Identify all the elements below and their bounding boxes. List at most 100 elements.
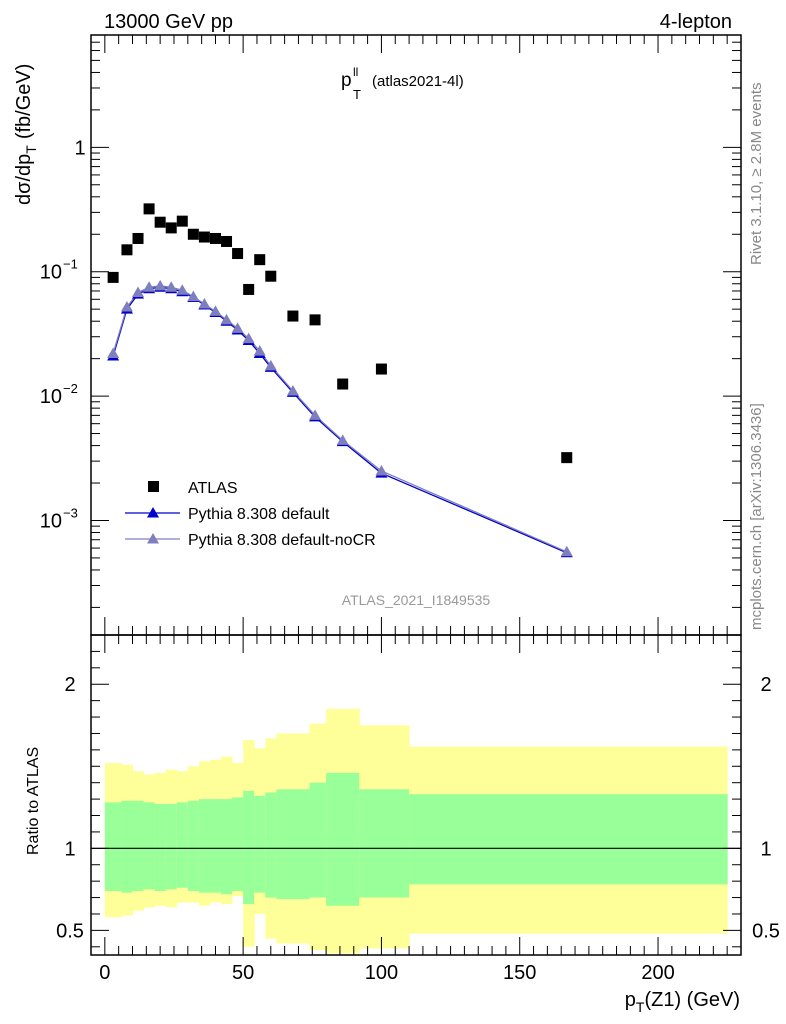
series-line-default-nocr [112,285,568,553]
ratio-band-inner [132,800,145,891]
series-point-default-nocr [165,281,178,292]
legend-marker-atlas [148,481,159,492]
series-point-atlas [232,248,244,260]
series-point-default-nocr [220,313,233,325]
legend-marker-default-nocr [147,533,159,544]
ratio-band-inner [165,804,178,890]
series-point-atlas [337,378,349,390]
main-y-axis-label: dσ/dpT (fb/GeV) [13,64,39,205]
series-point-atlas [143,203,155,215]
series-point-atlas [121,244,133,256]
x-axis-label-sub: T [636,999,645,1015]
series-point-atlas [243,283,255,295]
series-point-default-nocr [231,322,244,333]
series-point-atlas [209,232,221,244]
ratio-band-inner [276,789,311,900]
series-line-default [112,286,568,554]
series-point-default-nocr [198,298,211,309]
ratio-band-inner [154,804,167,891]
series-point-atlas [375,363,387,375]
mcplots-reference-label: mcplots.cern.ch [arXiv:1306.3436] [748,403,765,630]
series-point-default-nocr [132,286,145,298]
ratio-band-inner [359,789,410,898]
series-point-atlas [132,232,144,244]
ratio-band-inner [198,799,211,893]
x-tick-label: 0 [99,962,110,984]
ratio-panel-frame [90,634,742,956]
ratio-band-inner [143,802,156,890]
main-title-symbol: p [341,70,352,91]
main-y-tick-exponent: −2 [63,381,78,396]
rivet-version-label: Rivet 3.1.10, ≥ 2.8M events [748,83,765,266]
series-point-atlas [176,215,188,227]
main-title-subscript: T [353,87,361,102]
header-energy-label: 13000 GeV pp [104,11,233,33]
ratio-y-tick-label: 1 [64,838,75,860]
ratio-bands [104,708,728,954]
series-point-default-nocr [253,345,266,356]
series-point-default-nocr [176,284,189,295]
legend: ATLAS Pythia 8.308 default Pythia 8.308 de… [125,480,376,549]
ratio-y-tick-label: 0.5 [56,920,84,942]
ratio-band-inner [409,794,728,885]
ratio-band-inner [176,802,189,888]
main-series [107,203,573,558]
series-point-default-nocr [336,434,349,445]
series-point-default-nocr [154,279,167,291]
main-y-axis-label-text: dσ/dp [13,154,35,205]
main-panel: 110−110−210−3 ATLAS_2021_I1849535 ATLASP… [40,34,742,636]
ratio-band-inner [254,795,266,893]
main-y-tick-label: 10 [40,262,62,284]
series-point-atlas [287,310,299,322]
main-y-tick-exponent: −3 [63,505,78,520]
x-tick-label: 150 [503,962,536,984]
ratio-y-tick-label: 2 [64,674,75,696]
main-y-tick-exponent: −1 [63,257,78,272]
main-title: p ll T (atlas2021-4l) [341,65,464,102]
ratio-band-inner [221,799,233,895]
ratio-y-tick-label-right: 2 [760,674,771,696]
series-point-atlas [221,235,233,247]
series-point-atlas [265,270,277,282]
ratio-band-inner [209,799,222,893]
series-point-atlas [107,271,119,283]
series-point-default-nocr [286,384,299,396]
x-tick-label: 100 [365,962,398,984]
ratio-band-inner [232,797,244,891]
x-axis-label: pT(Z1) (GeV) [625,989,740,1015]
legend-label-atlas: ATLAS [188,480,238,497]
ratio-band-inner [187,800,200,891]
series-point-atlas [154,216,166,228]
main-y-tick-label: 1 [74,137,85,159]
header-process-label: 4-lepton [660,11,732,33]
series-point-atlas [187,228,199,240]
series-point-atlas [561,452,573,464]
legend-label-default-nocr: Pythia 8.308 default-noCR [188,532,376,549]
ratio-y-tick-label-right: 0.5 [752,920,780,942]
series-point-atlas [254,254,266,266]
x-axis-label-suffix: (Z1) (GeV) [644,989,740,1011]
legend-label-default: Pythia 8.308 default [188,506,330,523]
series-point-default-nocr [309,409,322,420]
series-point-default-nocr [107,347,120,358]
ratio-panel: 0.5 0.5 1 1 2 2 0 50 100 150 200 [56,634,780,984]
series-point-default-nocr [187,290,200,302]
series-point-default-nocr [375,464,388,476]
analysis-label: ATLAS_2021_I1849535 [342,592,491,608]
main-title-superscript: ll [353,65,358,79]
series-point-default-nocr [264,359,277,371]
series-point-default-nocr [143,281,156,292]
ratio-band-inner [326,772,360,906]
main-axis-ticks: 110−110−210−3 [40,34,741,635]
series-point-atlas [198,231,210,243]
series-point-atlas [165,222,177,234]
series-point-default-nocr [209,305,222,316]
ratio-y-axis-label: Ratio to ATLAS [25,747,42,855]
ratio-y-tick-label-right: 1 [760,838,771,860]
series-point-default-nocr [560,545,573,557]
series-point-default-nocr [242,332,255,344]
series-point-default-nocr [120,301,133,312]
main-y-tick-label: 10 [40,510,62,532]
main-title-suffix: (atlas2021-4l) [372,73,464,90]
